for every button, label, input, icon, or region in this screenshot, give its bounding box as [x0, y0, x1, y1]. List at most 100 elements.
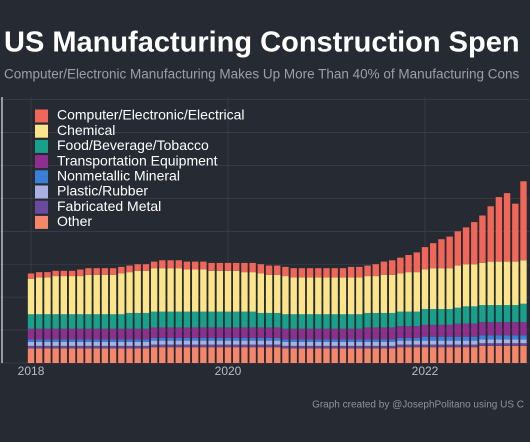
bar-segment: [68, 314, 76, 329]
bar-segment: [290, 341, 297, 346]
bar-segment: [454, 340, 461, 345]
bar-segment: [192, 344, 199, 348]
legend-label: Nonmetallic Mineral: [57, 168, 180, 184]
bar-segment: [274, 265, 281, 275]
bar-segment: [216, 344, 224, 348]
bar-segment: [241, 272, 248, 312]
bar-segment: [101, 328, 109, 340]
bar-segment: [175, 340, 182, 345]
bar-segment: [208, 347, 215, 363]
bar-segment: [265, 344, 273, 348]
bar-segment: [356, 341, 363, 346]
bar-segment: [397, 257, 404, 274]
bar-segment: [298, 348, 306, 363]
bar-segment: [454, 323, 461, 337]
bar-segment: [487, 339, 494, 344]
bar-segment: [356, 328, 363, 340]
bar-segment: [323, 348, 330, 363]
bar-segment: [429, 347, 437, 363]
bar-segment: [446, 268, 453, 310]
bar-segment: [339, 277, 347, 315]
bar-segment: [134, 348, 141, 363]
bar-segment: [257, 273, 265, 313]
bar-segment: [175, 311, 182, 328]
bar-segment: [315, 345, 322, 349]
bar-segment: [265, 337, 273, 341]
bar-segment: [479, 339, 486, 344]
bar-segment: [487, 335, 494, 340]
bar-segment: [389, 348, 396, 363]
bar-segment: [306, 341, 314, 346]
bar-segment: [503, 339, 511, 344]
bar-segment: [356, 314, 363, 329]
bar-segment: [282, 276, 289, 315]
bar-segment: [446, 309, 453, 325]
bar-segment: [241, 327, 248, 338]
bar-segment: [364, 276, 371, 313]
bar-segment: [118, 341, 125, 346]
bar-segment: [249, 327, 256, 338]
bar-segment: [233, 340, 240, 345]
bar-segment: [85, 339, 92, 342]
legend-swatch: [35, 139, 48, 153]
bar-segment: [134, 264, 141, 271]
bar-segment: [52, 328, 59, 340]
bar-segment: [462, 264, 470, 307]
bar-segment: [429, 243, 437, 269]
bar-segment: [265, 274, 273, 313]
bar-segment: [364, 312, 371, 328]
bar-segment: [200, 347, 207, 363]
bar-segment: [471, 336, 478, 341]
bar-segment: [175, 268, 182, 312]
bar-segment: [397, 344, 404, 348]
bar-segment: [249, 262, 256, 273]
bar-segment: [60, 339, 68, 342]
bar-segment: [85, 348, 92, 363]
bar-segment: [380, 312, 388, 328]
bar-segment: [150, 344, 158, 348]
bar-segment: [372, 345, 379, 349]
bar-segment: [364, 348, 371, 363]
bar-segment: [68, 328, 76, 340]
bar-segment: [27, 339, 35, 342]
bar-segment: [462, 306, 470, 324]
bar-segment: [68, 270, 76, 277]
bar-segment: [290, 268, 297, 278]
bar-segment: [200, 337, 207, 341]
bar-segment: [421, 324, 429, 337]
bar-segment: [257, 264, 265, 274]
bar-segment: [429, 268, 437, 310]
bar-segment: [241, 340, 248, 345]
bar-segment: [101, 314, 109, 329]
bar-segment: [183, 261, 191, 270]
bar-segment: [142, 328, 150, 340]
bar-segment: [405, 311, 412, 327]
bar-segment: [380, 345, 388, 349]
bar-segment: [93, 314, 100, 329]
bar-segment: [36, 314, 43, 329]
bar-segment: [27, 328, 35, 340]
bar-segment: [109, 328, 117, 340]
bar-segment: [413, 252, 421, 273]
bar-segment: [315, 339, 322, 342]
chart-title: US Manufacturing Construction Spen: [4, 27, 520, 59]
bar-segment: [126, 328, 133, 340]
bar-segment: [109, 274, 117, 315]
bar-segment: [109, 341, 117, 346]
bar-segment: [93, 348, 100, 363]
bar-segment: [512, 203, 519, 262]
bar-segment: [126, 341, 133, 346]
bar-segment: [347, 339, 355, 342]
bar-segment: [224, 340, 232, 345]
bar-segment: [183, 311, 191, 328]
bar-segment: [356, 266, 363, 278]
legend-swatch: [35, 170, 48, 184]
bar-segment: [118, 273, 125, 315]
bar-segment: [167, 340, 174, 345]
bar-segment: [454, 307, 461, 324]
bar-segment: [487, 322, 494, 336]
bar-segment: [200, 311, 207, 328]
bar-segment: [364, 339, 371, 342]
bar-segment: [347, 314, 355, 329]
bar-segment: [520, 181, 527, 261]
